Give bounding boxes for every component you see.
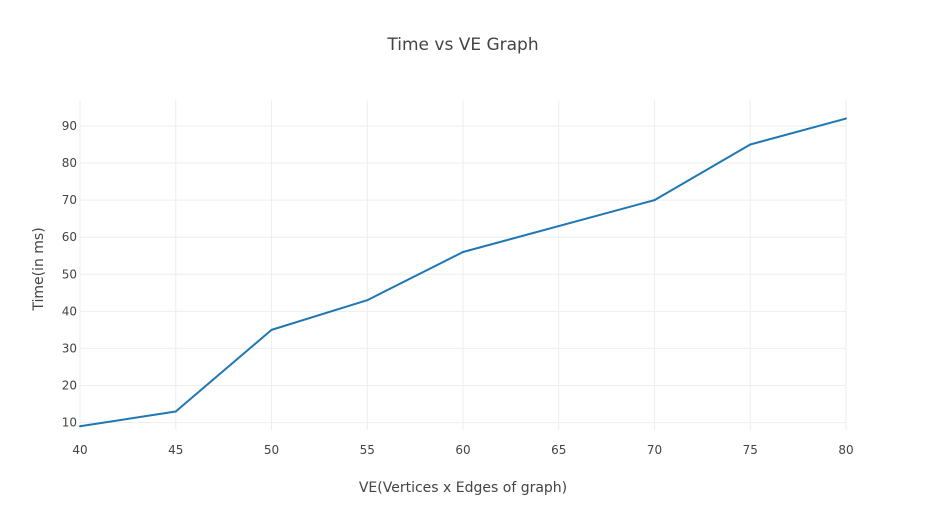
x-gridlines [79, 100, 847, 430]
y-tick-label: 50 [62, 267, 77, 281]
data-point [749, 143, 752, 146]
y-tick-label: 30 [62, 341, 77, 355]
x-tick-label: 75 [743, 443, 758, 457]
data-point [366, 299, 369, 302]
x-tick-label: 65 [551, 443, 566, 457]
y-tick-label: 20 [62, 379, 77, 393]
data-point [845, 117, 847, 120]
x-axis-title: VE(Vertices x Edges of graph) [359, 480, 567, 496]
y-axis-title: Time(in ms) [31, 227, 47, 311]
data-point [653, 199, 656, 202]
data-point [79, 425, 81, 428]
data-point [174, 410, 177, 413]
x-tick-label: 60 [455, 443, 470, 457]
x-tick-label: 70 [647, 443, 662, 457]
x-tick-label: 45 [168, 443, 183, 457]
data-point [462, 251, 464, 254]
y-tick-label: 70 [62, 193, 77, 207]
y-tick-label: 10 [62, 416, 77, 430]
x-tick-label: 40 [72, 443, 87, 457]
x-tick-label: 55 [360, 443, 375, 457]
chart-title: Time vs VE Graph [386, 35, 538, 55]
series-group [79, 117, 847, 428]
x-axis-ticks: 40 45 50 55 60 65 70 75 80 [72, 443, 853, 457]
series-line [79, 117, 847, 428]
y-tick-label: 90 [62, 119, 77, 133]
y-tick-label: 40 [62, 304, 77, 318]
x-tick-label: 80 [838, 443, 853, 457]
y-tick-label: 80 [62, 156, 77, 170]
y-axis-ticks: 10 20 30 40 50 60 70 80 90 [62, 119, 77, 430]
data-point [270, 328, 273, 331]
x-tick-label: 50 [264, 443, 279, 457]
y-tick-label: 60 [62, 230, 77, 244]
